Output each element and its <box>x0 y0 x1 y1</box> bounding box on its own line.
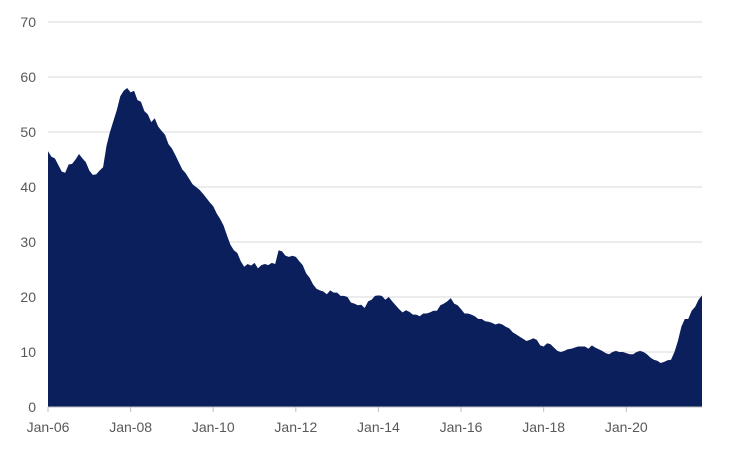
x-tick-label-Jan-08: Jan-08 <box>109 419 152 435</box>
area-series <box>48 88 702 407</box>
x-axis-ticks <box>47 407 627 412</box>
x-tick-label-Jan-18: Jan-18 <box>522 419 565 435</box>
x-tick-label-Jan-12: Jan-12 <box>274 419 317 435</box>
x-tick-label-Jan-14: Jan-14 <box>357 419 400 435</box>
y-tick-label-10: 10 <box>20 344 36 360</box>
y-tick-label-20: 20 <box>20 289 36 305</box>
x-tick-label-Jan-06: Jan-06 <box>27 419 70 435</box>
y-axis-tick-labels: 0 10 20 30 40 50 60 70 <box>20 14 36 415</box>
y-tick-label-0: 0 <box>28 399 36 415</box>
x-tick-label-Jan-20: Jan-20 <box>605 419 648 435</box>
y-tick-label-60: 60 <box>20 69 36 85</box>
x-tick-label-Jan-10: Jan-10 <box>192 419 235 435</box>
y-tick-label-50: 50 <box>20 124 36 140</box>
x-tick-label-Jan-16: Jan-16 <box>440 419 483 435</box>
y-tick-label-40: 40 <box>20 179 36 195</box>
y-tick-label-30: 30 <box>20 234 36 250</box>
x-axis-tick-labels: Jan-06 Jan-08 Jan-10 Jan-12 Jan-14 Jan-16 Jan-… <box>27 419 648 435</box>
y-tick-label-70: 70 <box>20 14 36 30</box>
